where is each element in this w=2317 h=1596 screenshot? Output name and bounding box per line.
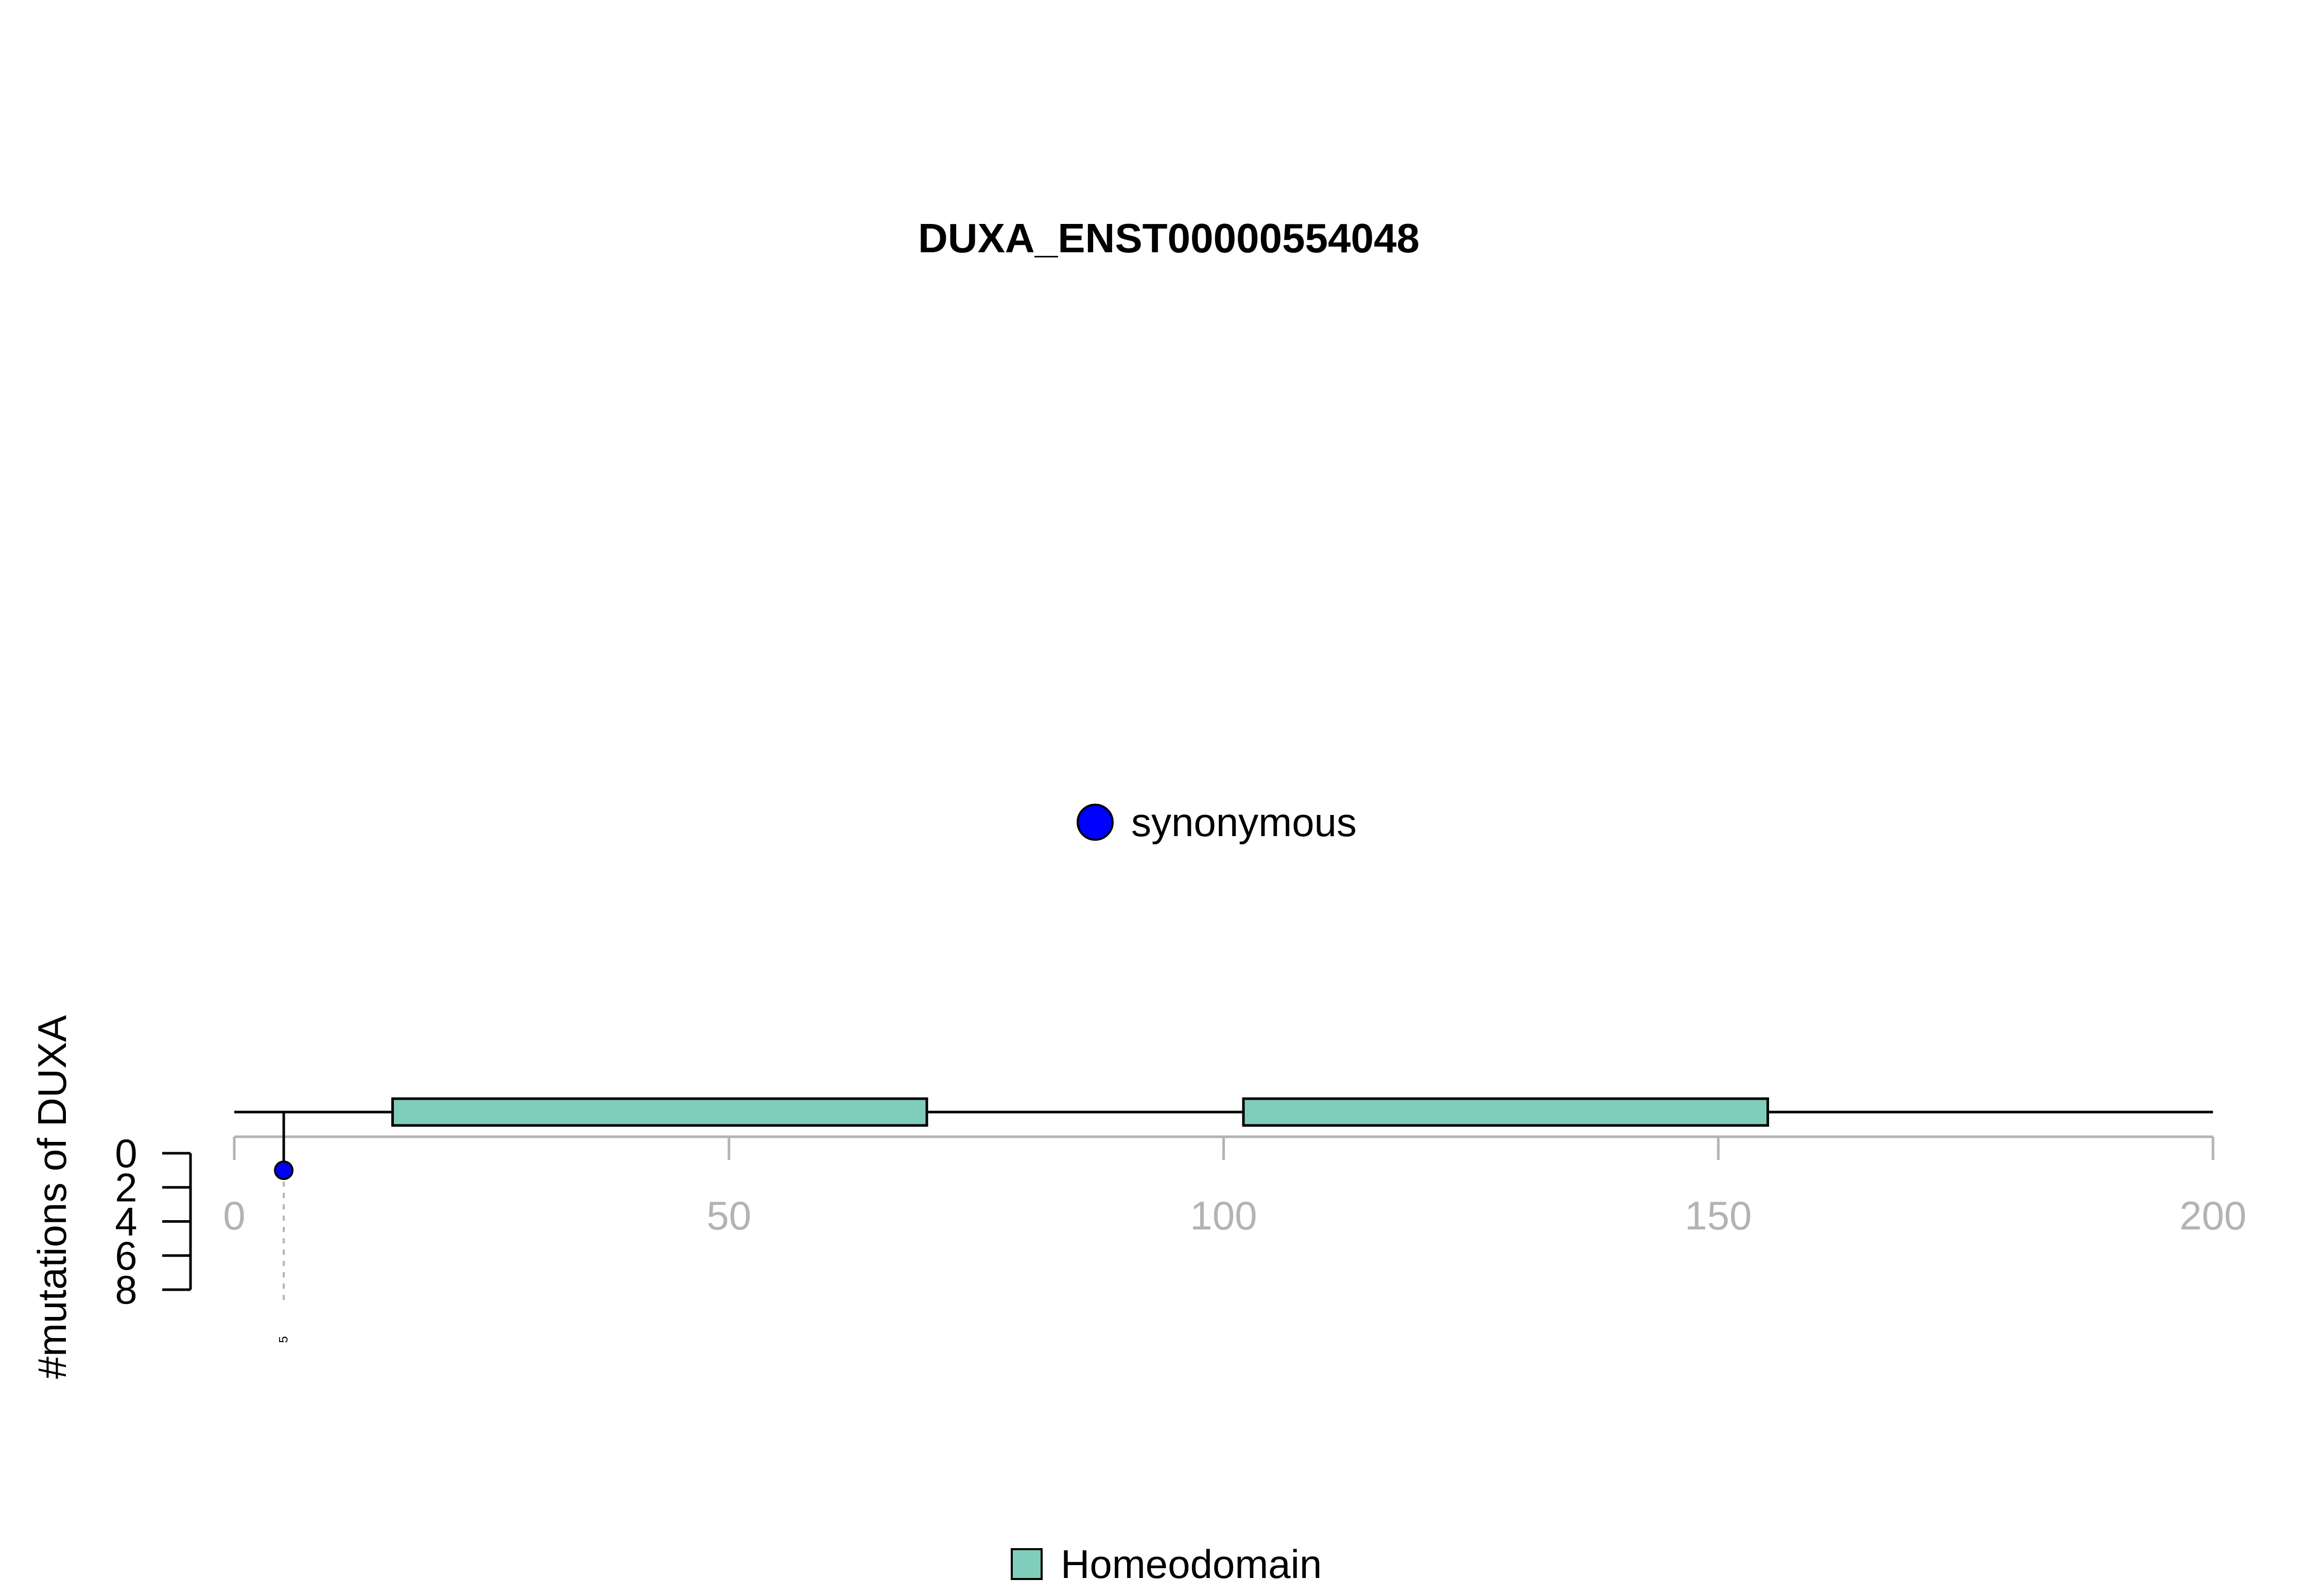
legend-swatch-synonymous (1077, 804, 1114, 841)
y-tick-label-8: 8 (115, 1267, 137, 1312)
x-tick-label-100: 100 (1190, 1193, 1257, 1238)
mutation-layer: 5 (274, 1112, 294, 1343)
domain-box-1 (391, 1097, 928, 1127)
y-axis-label: #mutations of DUXA (29, 1015, 75, 1379)
domain-legend-swatch (1011, 1548, 1043, 1580)
domain-layer (391, 1097, 1769, 1127)
mutation-position-label-1: 5 (277, 1336, 291, 1343)
y-tick-label-0: 0 (115, 1131, 137, 1176)
mutation-type-legend: synonymous (1077, 800, 1357, 845)
domain-legend: Homeodomain (1011, 1541, 1322, 1587)
mutation-point-1 (274, 1160, 294, 1181)
domain-legend-label: Homeodomain (1061, 1541, 1322, 1587)
x-axis: 0 50 100 150 200 (223, 1135, 2246, 1238)
domain-box-2 (1242, 1097, 1769, 1127)
y-tick-label-4: 4 (115, 1199, 137, 1244)
x-tick-label-200: 200 (2180, 1193, 2246, 1238)
y-tick-label-2: 2 (115, 1165, 137, 1210)
x-tick-label-150: 150 (1685, 1193, 1752, 1238)
x-tick-label-0: 0 (223, 1193, 245, 1238)
chart-title: DUXA_ENST00000554048 (918, 215, 1420, 261)
x-tick-label-50: 50 (706, 1193, 751, 1238)
y-tick-label-6: 6 (115, 1233, 137, 1278)
legend-label-synonymous: synonymous (1131, 800, 1357, 845)
